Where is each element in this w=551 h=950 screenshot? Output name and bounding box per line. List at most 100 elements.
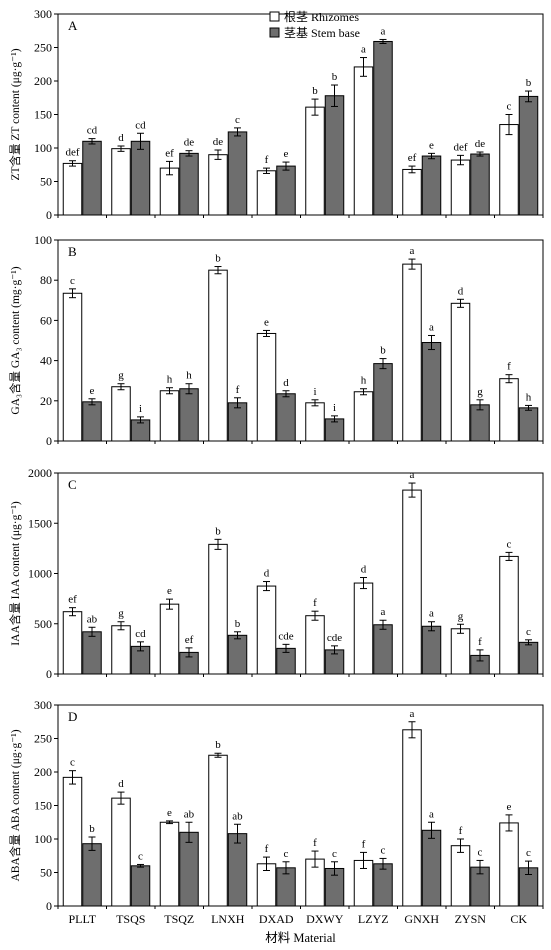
significance-letter: e — [264, 316, 269, 328]
significance-letter: c — [507, 538, 512, 550]
y-tick-label: 60 — [40, 313, 52, 327]
significance-letter: f — [507, 361, 511, 373]
significance-letter: b — [526, 77, 532, 89]
error-bar — [185, 647, 193, 658]
error-bar — [137, 863, 144, 868]
error-bar — [234, 823, 241, 844]
bar-rhizomes-ck — [499, 555, 519, 675]
significance-letter: b — [380, 345, 386, 357]
significance-letter: g — [118, 608, 124, 620]
error-bar — [117, 791, 125, 805]
significance-letter: h — [186, 370, 192, 382]
significance-letter: a — [361, 44, 366, 56]
error-bar — [263, 329, 270, 337]
error-bar — [505, 374, 513, 384]
error-bar — [428, 152, 435, 160]
error-bar — [505, 551, 513, 561]
error-bar — [379, 38, 387, 44]
bar-rhizomes-gnxh — [402, 168, 422, 216]
significance-letter: f — [478, 636, 482, 648]
bar-stem-base-gnxh — [421, 625, 442, 675]
y-tick-label: 100 — [34, 141, 52, 155]
error-bar — [525, 639, 532, 646]
significance-letter: def — [65, 147, 79, 159]
significance-letter: c — [70, 275, 75, 287]
y-tick-label: 150 — [34, 108, 52, 122]
error-bar — [476, 399, 484, 411]
y-tick-label: 200 — [34, 74, 52, 88]
bar-stem-base-tsqz — [179, 831, 199, 907]
significance-letter: i — [313, 386, 316, 398]
error-bar — [331, 861, 338, 876]
bar-stem-base-lzyz — [373, 40, 393, 216]
bar-rhizomes-ck — [499, 822, 519, 907]
significance-letter: c — [478, 846, 483, 858]
significance-letter: f — [265, 154, 269, 166]
error-bar — [311, 98, 319, 116]
significance-letter: def — [453, 141, 467, 153]
bar-rhizomes-zysn — [450, 845, 471, 907]
significance-letter: f — [362, 838, 366, 850]
significance-letter: d — [118, 778, 124, 790]
significance-letter: a — [381, 606, 386, 618]
y-tick-label: 0 — [46, 434, 52, 448]
x-category-label: LNXH — [211, 912, 245, 926]
significance-letter: c — [284, 848, 289, 860]
y-tick-label: 50 — [40, 175, 52, 189]
error-bar — [525, 404, 532, 411]
y-tick-label: 0 — [46, 208, 52, 222]
error-bar — [214, 538, 222, 550]
error-bar — [408, 482, 416, 498]
bar-rhizomes-dxad — [256, 585, 277, 675]
significance-letter: f — [459, 825, 463, 837]
y-tick-label: 100 — [34, 233, 52, 247]
x-category-label: PLLT — [68, 912, 96, 926]
error-bar — [379, 857, 387, 870]
bar-rhizomes-tsqs — [111, 625, 131, 675]
bar-stem-base-lzyz — [373, 363, 393, 442]
significance-letter: f — [313, 597, 317, 609]
significance-letter: cd — [135, 628, 146, 640]
bar-stem-base-lzyz — [373, 863, 393, 907]
significance-letter: d — [283, 377, 289, 389]
bar-stem-base-lnxh — [227, 634, 248, 675]
x-category-label: CK — [510, 912, 527, 926]
y-tick-label: 1000 — [28, 567, 52, 581]
bar-rhizomes-tsqs — [111, 148, 131, 216]
error-bar — [137, 132, 144, 150]
bar-rhizomes-lzyz — [353, 66, 374, 216]
significance-letter: cde — [278, 630, 293, 642]
legend-swatch — [269, 11, 280, 22]
significance-letter: c — [70, 757, 75, 769]
bar-rhizomes-lnxh — [208, 269, 228, 442]
error-bar — [331, 84, 338, 107]
x-category-label: ZYSN — [455, 912, 487, 926]
error-bar — [166, 820, 173, 825]
bar-stem-base-gnxh — [421, 829, 442, 907]
error-bar — [185, 821, 193, 843]
bar-stem-base-ck — [518, 95, 539, 216]
significance-letter: de — [213, 136, 224, 148]
error-bar — [185, 150, 193, 157]
error-bar — [69, 607, 76, 617]
bar-stem-base-pllt — [82, 140, 102, 216]
error-bar — [69, 770, 76, 785]
x-category-label: GNXH — [404, 912, 439, 926]
error-bar — [166, 160, 173, 176]
y-tick-label: 0 — [46, 899, 52, 913]
significance-letter: a — [410, 708, 415, 720]
panel-c: 0 500 1000 1500 2000 C IAA含量 IAA content (μg·g… — [8, 466, 544, 681]
error-bar — [311, 850, 319, 868]
significance-letter: e — [90, 385, 95, 397]
y-axis-title: IAA含量 IAA content (μg·g⁻¹) — [8, 501, 22, 646]
bar-stem-base-pllt — [82, 401, 102, 442]
error-bar — [457, 838, 464, 853]
y-tick-label: 200 — [34, 765, 52, 779]
y-tick-label: 100 — [34, 832, 52, 846]
bar-stem-base-pllt — [82, 631, 102, 675]
bar-rhizomes-tsqs — [111, 386, 131, 442]
error-bar — [457, 623, 464, 634]
panel-letter: D — [68, 709, 77, 724]
